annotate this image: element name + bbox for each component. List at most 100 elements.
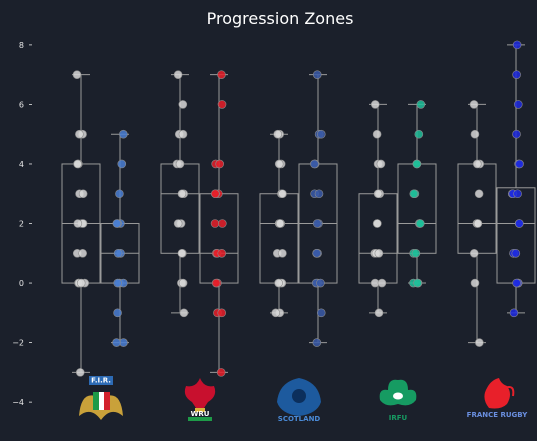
- data-point: [115, 189, 124, 199]
- box: [397, 163, 437, 254]
- data-point: [75, 129, 84, 139]
- data-point: [472, 159, 482, 169]
- logo-banner: [89, 376, 113, 385]
- data-point: [278, 248, 287, 258]
- data-point: [119, 129, 128, 139]
- data-point: [370, 100, 380, 109]
- data-point: [312, 70, 322, 79]
- data-point: [275, 219, 285, 228]
- data-point: [475, 338, 484, 347]
- logo-ribbon: [188, 417, 212, 421]
- data-point: [376, 159, 386, 169]
- data-point: [512, 40, 522, 50]
- data-point: [515, 159, 524, 169]
- team-logo-scotland: SCOTLAND: [277, 378, 321, 423]
- data-point: [412, 159, 422, 169]
- logo-coronet: [195, 408, 205, 412]
- logo-stripe: [104, 392, 110, 410]
- data-point: [175, 159, 185, 169]
- data-point: [312, 219, 322, 228]
- data-point: [310, 159, 319, 169]
- data-point: [273, 129, 283, 139]
- data-point: [217, 308, 227, 318]
- box: [160, 163, 200, 254]
- data-point: [373, 189, 383, 199]
- data-point: [377, 278, 387, 288]
- data-point: [470, 278, 480, 288]
- logo-text: WRU: [191, 410, 210, 418]
- data-point: [470, 129, 480, 139]
- logo-text: SCOTLAND: [278, 415, 321, 423]
- data-point: [372, 129, 382, 139]
- team-logo-italy: F.I.R.: [79, 376, 123, 420]
- y-axis: −4 −2 0 2 4 6 8: [12, 41, 32, 407]
- data-point: [473, 219, 483, 228]
- team-logo-ireland: IRFU: [379, 379, 417, 422]
- data-point: [312, 248, 322, 258]
- data-point: [314, 189, 324, 199]
- data-point: [78, 189, 88, 199]
- data-point: [177, 189, 187, 199]
- data-point: [416, 100, 426, 109]
- y-tick-label: 6: [19, 100, 24, 109]
- data-point: [73, 159, 82, 169]
- data-point: [78, 248, 87, 258]
- data-point: [513, 100, 523, 109]
- y-tick-label: −2: [12, 339, 24, 348]
- y-tick-label: 4: [19, 160, 24, 169]
- data-point: [373, 219, 382, 228]
- data-point: [218, 219, 227, 228]
- logo-text: F.I.R.: [91, 377, 111, 385]
- data-point: [177, 248, 187, 258]
- logo-feathers: [184, 378, 216, 408]
- data-point: [316, 308, 326, 318]
- data-point: [73, 219, 83, 228]
- data-point: [274, 278, 283, 288]
- box: [358, 193, 398, 284]
- data-point: [278, 189, 287, 199]
- data-point: [271, 308, 281, 318]
- data-point: [76, 278, 86, 288]
- y-tick-label: 2: [19, 220, 24, 229]
- data-point: [210, 189, 220, 199]
- team-logo-france: FRANCE RUGBY: [467, 378, 528, 419]
- logo-stripe: [93, 392, 99, 410]
- logo-rooster: [484, 378, 510, 409]
- data-point: [512, 129, 521, 139]
- data-point: [316, 278, 325, 288]
- data-point: [469, 100, 479, 109]
- logo-center: [292, 389, 306, 403]
- y-tick-label: 8: [19, 41, 24, 50]
- data-point: [112, 338, 121, 347]
- data-point: [409, 189, 419, 199]
- box: [199, 193, 239, 284]
- plot-area: [61, 40, 536, 377]
- data-point: [179, 308, 189, 318]
- data-point: [474, 189, 484, 199]
- data-point: [469, 248, 479, 258]
- data-point: [413, 278, 422, 288]
- data-point: [217, 248, 227, 258]
- box: [259, 193, 299, 284]
- data-point: [72, 70, 82, 79]
- data-point: [75, 368, 85, 377]
- data-point: [112, 219, 122, 228]
- logo-tail: [504, 386, 515, 397]
- y-tick-label: 0: [19, 279, 24, 288]
- data-point: [211, 278, 221, 288]
- logo-text: IRFU: [389, 414, 408, 422]
- data-point: [312, 338, 322, 347]
- team-logo-wales: WRU: [184, 378, 216, 421]
- data-point: [513, 189, 522, 199]
- chart-title: Progression Zones: [207, 9, 354, 28]
- data-point: [178, 100, 188, 109]
- data-point: [173, 70, 183, 79]
- team-logos: F.I.R. WRU SCOTLAND IRFU FRANCE RUGBY: [79, 376, 528, 423]
- box: [457, 163, 497, 254]
- data-point: [178, 129, 188, 139]
- data-point: [113, 278, 122, 288]
- data-point: [316, 129, 326, 139]
- data-point: [178, 278, 188, 288]
- data-point: [113, 308, 122, 318]
